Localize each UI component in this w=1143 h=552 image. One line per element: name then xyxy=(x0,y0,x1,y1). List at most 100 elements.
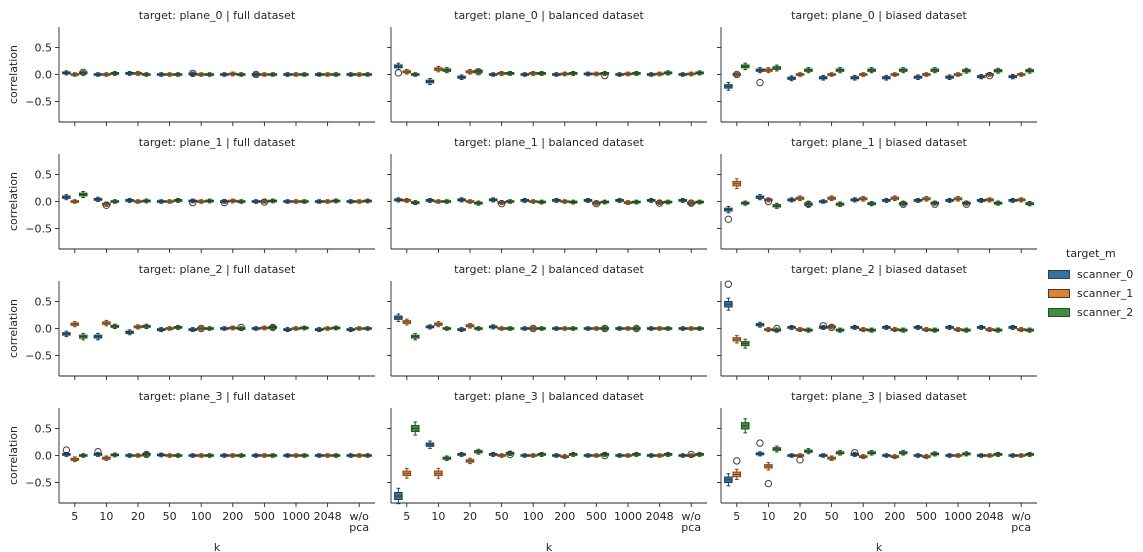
legend: target_m scanner_0 scanner_1 scanner_2 xyxy=(1046,247,1142,322)
outlier-point xyxy=(394,69,403,77)
outlier-point xyxy=(733,70,741,79)
outlier-point xyxy=(260,198,269,206)
panel-title: target: plane_1 | balanced dataset xyxy=(454,136,644,149)
outlier-point xyxy=(724,280,733,288)
x-axis-label: k xyxy=(876,541,883,552)
x-tick-label: 500 xyxy=(586,510,607,523)
panel-title: target: plane_2 | balanced dataset xyxy=(454,263,644,276)
x-tick-label: 100 xyxy=(191,510,212,523)
panel-title: target: plane_1 | biased dataset xyxy=(791,136,967,149)
legend-label: scanner_1 xyxy=(1077,287,1134,300)
legend-swatch-scanner-2 xyxy=(1048,308,1070,317)
panel-title: target: plane_3 | balanced dataset xyxy=(454,390,644,403)
x-tick-label: 100 xyxy=(853,510,874,523)
outlier-point xyxy=(601,451,609,460)
y-tick-label: 0.0 xyxy=(35,196,53,209)
y-tick-label: 0.5 xyxy=(35,169,53,182)
outlier-point xyxy=(102,201,111,209)
x-tick-label: 2048 xyxy=(314,510,342,523)
outlier-point xyxy=(655,199,664,207)
x-tick-label: 200 xyxy=(884,510,905,523)
x-tick-label: 500 xyxy=(254,510,275,523)
x-tick-label: 500 xyxy=(916,510,937,523)
y-tick-label: 0.0 xyxy=(35,69,53,82)
x-tick-label: 200 xyxy=(554,510,575,523)
x-axis-label: k xyxy=(546,541,553,552)
legend-swatch-scanner-0 xyxy=(1048,270,1070,279)
x-tick-label: 20 xyxy=(463,510,477,523)
outlier-point xyxy=(506,450,514,459)
outlier-point xyxy=(756,78,764,87)
outlier-point xyxy=(189,198,197,207)
panel-title: target: plane_0 | biased dataset xyxy=(791,9,967,22)
y-axis-label: correlation xyxy=(7,172,20,231)
x-tick-label: 5 xyxy=(733,510,740,523)
outlier-point xyxy=(269,323,277,332)
outlier-point xyxy=(592,199,601,208)
outlier-point xyxy=(601,324,609,333)
y-axis-label: correlation xyxy=(7,45,20,104)
outlier-point xyxy=(687,199,695,207)
outlier-point xyxy=(819,322,827,330)
outlier-point xyxy=(899,200,907,208)
x-tick-label: w/o xyxy=(349,510,369,523)
outlier-point xyxy=(220,198,229,207)
x-tick-label: 20 xyxy=(793,510,807,523)
x-tick-label: 50 xyxy=(495,510,509,523)
outlier-point xyxy=(687,450,695,459)
outlier-point xyxy=(764,197,773,206)
x-tick-label: w/o xyxy=(681,510,701,523)
y-tick-label: 0.5 xyxy=(35,423,53,436)
outlier-point xyxy=(756,439,764,447)
legend-label: scanner_0 xyxy=(1077,268,1134,281)
x-tick-label: 5 xyxy=(403,510,410,523)
outlier-point xyxy=(197,324,205,333)
x-tick-label: 2048 xyxy=(976,510,1004,523)
outlier-point xyxy=(773,324,781,333)
outlier-point xyxy=(733,457,741,465)
panel-title: target: plane_1 | full dataset xyxy=(139,136,296,149)
y-tick-label: 0.0 xyxy=(35,323,53,336)
outlier-point xyxy=(94,448,102,456)
x-tick-label: 50 xyxy=(163,510,177,523)
outlier-point xyxy=(796,456,804,464)
legend-item-scanner-2: scanner_2 xyxy=(1046,303,1142,322)
outlier-point xyxy=(931,200,939,208)
legend-title: target_m xyxy=(1066,247,1116,260)
x-tick-label: 10 xyxy=(99,510,113,523)
x-tick-label: 2048 xyxy=(646,510,674,523)
y-axis-label: correlation xyxy=(7,426,20,485)
outlier-point xyxy=(827,323,836,332)
y-axis-label: correlation xyxy=(7,299,20,358)
x-tick-label: 20 xyxy=(131,510,145,523)
outlier-point xyxy=(985,71,994,80)
panel-title: target: plane_0 | full dataset xyxy=(139,9,296,22)
y-tick-label: −0.5 xyxy=(25,349,52,362)
outlier-point xyxy=(529,324,537,333)
x-tick-label: 10 xyxy=(431,510,445,523)
x-tick-label: pca xyxy=(681,521,701,534)
outlier-point xyxy=(62,446,71,454)
outlier-point xyxy=(804,200,813,208)
panel-title: target: plane_3 | full dataset xyxy=(139,390,296,403)
outlier-point xyxy=(237,323,245,332)
y-tick-label: −0.5 xyxy=(25,222,52,235)
outlier-point xyxy=(764,479,773,488)
outlier-point xyxy=(189,69,197,78)
outlier-point xyxy=(632,324,641,333)
y-tick-label: 0.5 xyxy=(35,42,53,55)
panel-title: target: plane_2 | full dataset xyxy=(139,263,296,276)
x-axis-label: k xyxy=(214,541,221,552)
outlier-point xyxy=(142,450,151,459)
x-tick-label: 5 xyxy=(71,510,78,523)
legend-item-scanner-1: scanner_1 xyxy=(1046,284,1142,303)
y-tick-label: 0.0 xyxy=(35,450,53,463)
outlier-point xyxy=(601,71,609,80)
legend-label: scanner_2 xyxy=(1077,306,1134,319)
outlier-point xyxy=(724,215,733,224)
outlier-point xyxy=(497,199,506,208)
legend-item-scanner-0: scanner_0 xyxy=(1046,265,1142,284)
x-tick-label: 100 xyxy=(523,510,544,523)
outlier-point xyxy=(79,68,87,77)
